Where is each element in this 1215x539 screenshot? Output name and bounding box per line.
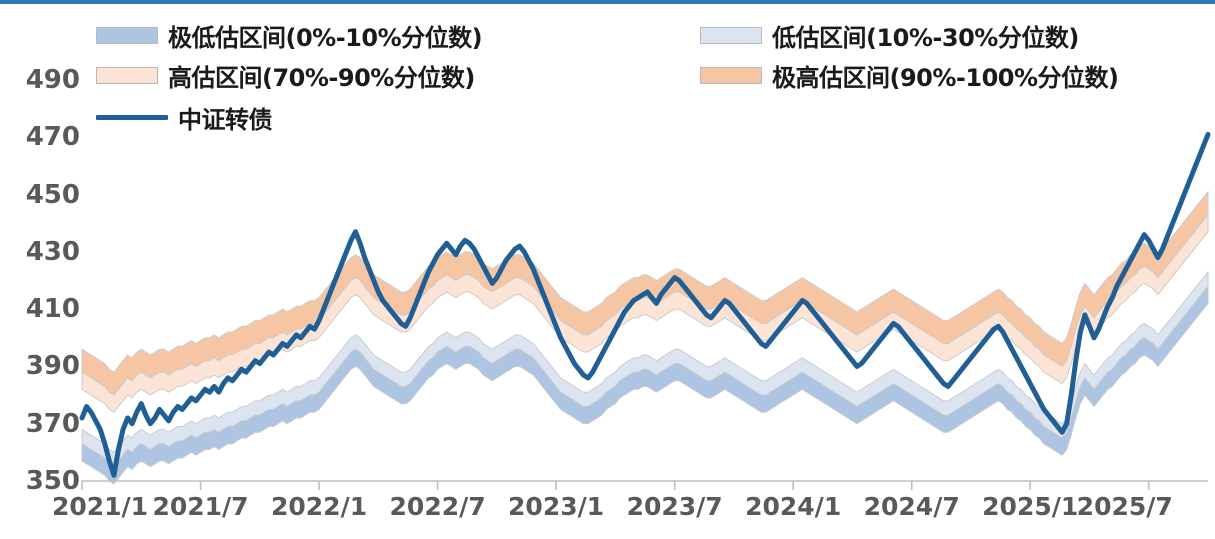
x-axis-tick-label: 2023/1 [508, 492, 605, 521]
y-axis-tick-label: 410 [25, 294, 80, 325]
top-accent-bar [0, 0, 1215, 4]
legend-very-overvalued[interactable]: 极高估区间(90%-100%分位数) [700, 58, 1119, 93]
x-axis-tick-label: 2021/7 [152, 492, 249, 521]
legend-item-label: 中证转债 [178, 106, 273, 134]
y-axis-tick-label: 370 [25, 408, 80, 439]
legend-overvalued[interactable]: 高估区间(70%-90%分位数) [96, 58, 475, 93]
x-axis-tick-label: 2022/7 [389, 492, 486, 521]
legend-swatch-icon [96, 67, 158, 84]
y-axis-tick-label: 450 [25, 179, 80, 210]
chart-band [81, 213, 1209, 413]
chart-band [81, 284, 1209, 485]
x-axis-tick-label: 2023/7 [626, 492, 723, 521]
legend-line-icon [96, 115, 168, 120]
legend-swatch-icon [700, 27, 762, 44]
x-axis-tick-label: 2025/1 [982, 492, 1079, 521]
x-axis-tick-label: 2025/7 [1076, 492, 1173, 521]
y-axis: 350 370 390 410 430 450 470 490 [0, 0, 80, 534]
x-axis-line [81, 480, 1208, 490]
legend-swatch-icon [700, 67, 762, 84]
legend-item-label: 极高估区间(90%-100%分位数) [772, 64, 1119, 92]
x-axis-tick-label: 2024/7 [863, 492, 960, 521]
x-axis-tick-label: 2021/1 [51, 492, 149, 521]
y-axis-tick-label: 490 [25, 65, 80, 95]
chart-series-line [79, 131, 1211, 478]
legend-item-label: 低估区间(10%-30%分位数) [772, 24, 1079, 52]
legend-very-undervalued[interactable]: 极低估区间(0%-10%分位数) [96, 18, 483, 53]
y-axis-tick-label: 390 [25, 351, 80, 382]
legend-item-label: 高估区间(70%-90%分位数) [168, 64, 475, 92]
y-axis-tick-label: 430 [25, 236, 80, 267]
legend-swatch-icon [96, 27, 158, 44]
x-axis-tick-label: 2024/1 [745, 492, 842, 521]
y-axis-tick-label: 350 [25, 466, 80, 496]
y-axis-tick-label: 470 [25, 122, 80, 153]
x-axis-tick-label: 2022/1 [270, 492, 368, 521]
legend-csi-convertible-bond[interactable]: 中证转债 [96, 100, 273, 135]
legend-item-label: 极低估区间(0%-10%分位数) [168, 24, 483, 52]
chart-legend: 极低估区间(0%-10%分位数) 低估区间(10%-30%分位数) 高估区间(7… [0, 8, 1215, 134]
legend-undervalued[interactable]: 低估区间(10%-30%分位数) [700, 18, 1079, 53]
